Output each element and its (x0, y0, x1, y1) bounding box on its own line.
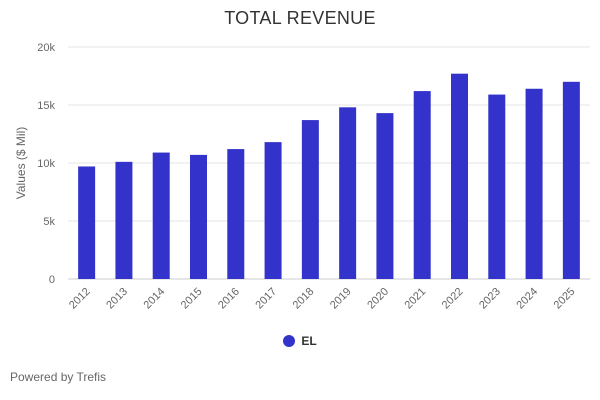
y-tick-label: 0 (49, 274, 55, 286)
x-tick-label: 2025 (552, 286, 578, 312)
x-tick-label: 2012 (67, 286, 93, 312)
bar-2016[interactable] (227, 149, 245, 279)
x-tick-label: 2024 (514, 286, 540, 312)
y-axis-label: Values ($ Mil) (14, 127, 28, 199)
bar-2015[interactable] (190, 154, 207, 279)
legend[interactable]: EL (0, 334, 600, 348)
x-tick-label: 2019 (328, 286, 354, 312)
bar-2022[interactable] (451, 73, 468, 280)
bar-2020[interactable] (376, 113, 394, 280)
bar-2019[interactable] (339, 107, 357, 279)
bar-2014[interactable] (152, 152, 170, 279)
x-tick-label: 2023 (477, 286, 503, 312)
bar-2013[interactable] (115, 161, 133, 279)
y-tick-label: 10k (37, 158, 55, 170)
x-tick-label: 2015 (179, 286, 205, 312)
x-tick-label: 2017 (253, 286, 279, 312)
bar-2024[interactable] (525, 88, 543, 279)
x-tick-label: 2013 (104, 286, 130, 312)
y-tick-label: 15k (37, 100, 55, 112)
x-tick-label: 2018 (291, 286, 317, 312)
powered-by-credit: Powered by Trefis (10, 370, 107, 384)
x-tick-label: 2022 (440, 286, 466, 312)
y-tick-label: 20k (37, 42, 55, 54)
bar-2017[interactable] (264, 142, 282, 279)
x-tick-label: 2014 (142, 286, 168, 312)
chart-title: TOTAL REVENUE (224, 8, 376, 28)
x-tick-label: 2016 (216, 286, 242, 312)
x-tick-label: 2021 (403, 286, 429, 312)
bar-2012[interactable] (78, 166, 96, 279)
y-tick-label: 5k (43, 216, 55, 228)
x-tick-label: 2020 (365, 286, 391, 312)
bar-2021[interactable] (413, 91, 431, 279)
bar-2018[interactable] (301, 120, 319, 279)
bar-2023[interactable] (488, 94, 506, 279)
legend-label: EL (301, 334, 317, 348)
legend-marker (283, 335, 296, 347)
bar-2025[interactable] (562, 81, 580, 279)
